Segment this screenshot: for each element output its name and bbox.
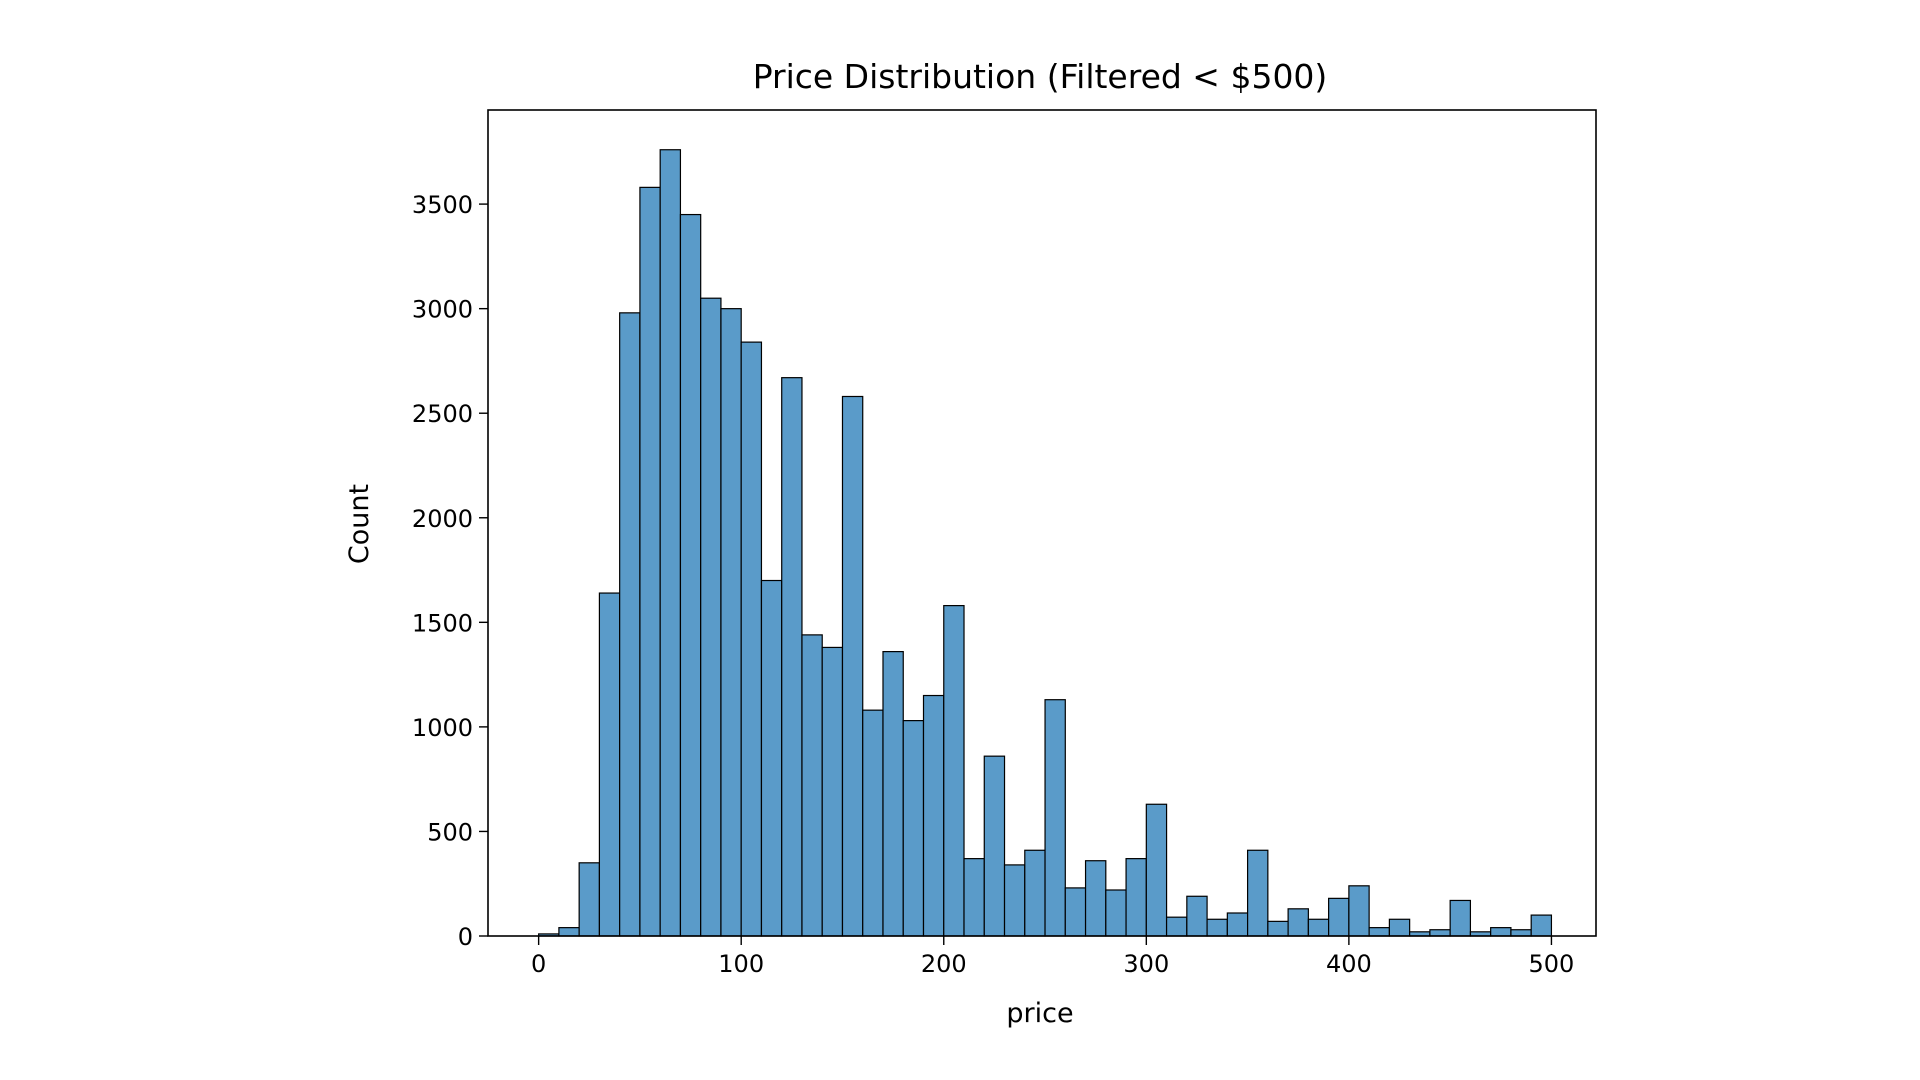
- x-tick-label: 100: [718, 950, 764, 978]
- y-tick-label: 1500: [412, 609, 473, 637]
- histogram-bar: [1145, 803, 1168, 937]
- histogram-bar: [760, 579, 783, 937]
- histogram-bar: [781, 377, 803, 937]
- histogram-bar: [1105, 889, 1127, 937]
- histogram-bar: [1246, 849, 1269, 937]
- histogram-bar: [1348, 885, 1370, 937]
- histogram-bar: [983, 755, 1006, 937]
- y-axis-ticks: 0 500 1000 1500 2000 2500 3000 3500: [412, 191, 488, 951]
- histogram-bar: [821, 646, 844, 937]
- y-tick-label: 2500: [412, 400, 473, 428]
- histogram-bar: [1226, 912, 1249, 937]
- histogram-bar: [902, 720, 925, 937]
- histogram-bar: [801, 634, 823, 937]
- y-tick-label: 1000: [412, 714, 473, 742]
- histogram-bar: [619, 312, 641, 937]
- histogram-bar: [1125, 858, 1147, 937]
- histogram-bar: [943, 604, 965, 937]
- histogram-bar: [558, 927, 580, 937]
- histogram-bar: [740, 341, 763, 937]
- x-tick-label: 0: [531, 950, 546, 978]
- histogram-bar: [922, 694, 945, 937]
- histogram-bar: [1368, 927, 1390, 937]
- histogram-bar: [841, 395, 864, 937]
- histogram-bar: [1165, 916, 1188, 937]
- x-tick-label: 300: [1123, 950, 1169, 978]
- x-axis-label: price: [1006, 998, 1073, 1029]
- histogram-bar: [1206, 918, 1228, 937]
- histogram-bar: [1024, 849, 1046, 937]
- histogram-bar: [963, 858, 985, 937]
- histogram-bar: [578, 862, 601, 937]
- x-tick-label: 500: [1529, 950, 1575, 978]
- histogram-bar: [1287, 908, 1309, 937]
- y-tick-label: 3000: [412, 296, 473, 324]
- histogram-bar: [598, 592, 621, 937]
- plot-area-frame: [487, 109, 1597, 937]
- histogram-bar: [1510, 929, 1532, 937]
- histogram-bar: [700, 297, 722, 937]
- histogram-bar: [1267, 920, 1289, 937]
- histogram-bar: [1307, 918, 1330, 937]
- x-tick-label: 200: [921, 950, 967, 978]
- y-tick-label: 0: [458, 923, 473, 951]
- histogram-bar: [1003, 864, 1026, 937]
- y-tick-label: 500: [427, 818, 473, 846]
- histogram-bar: [1084, 860, 1107, 937]
- histogram-bar: [659, 149, 682, 937]
- histogram-bar: [862, 709, 884, 937]
- bars-group: [538, 149, 1553, 937]
- histogram-bar: [1449, 899, 1472, 937]
- histogram-bar: [1328, 897, 1350, 937]
- histogram-bar: [1064, 887, 1087, 937]
- chart-title: Price Distribution (Filtered < $500): [753, 57, 1328, 96]
- histogram-bar: [1186, 895, 1208, 937]
- y-axis-label: Count: [344, 484, 375, 564]
- histogram-bar: [1490, 927, 1512, 937]
- y-tick-label: 3500: [412, 191, 473, 219]
- histogram-bar: [639, 186, 661, 937]
- histogram-bar: [720, 308, 742, 937]
- histogram-bar: [679, 213, 702, 937]
- histogram-bar: [1429, 929, 1451, 937]
- histogram-bar: [1044, 699, 1066, 937]
- y-tick-label: 2000: [412, 505, 473, 533]
- x-axis-ticks: 0 100 200 300 400 500: [531, 936, 1574, 978]
- histogram-bar: [882, 651, 904, 937]
- histogram-bar: [1388, 918, 1411, 937]
- x-tick-label: 400: [1326, 950, 1372, 978]
- histogram-bar: [1530, 914, 1553, 937]
